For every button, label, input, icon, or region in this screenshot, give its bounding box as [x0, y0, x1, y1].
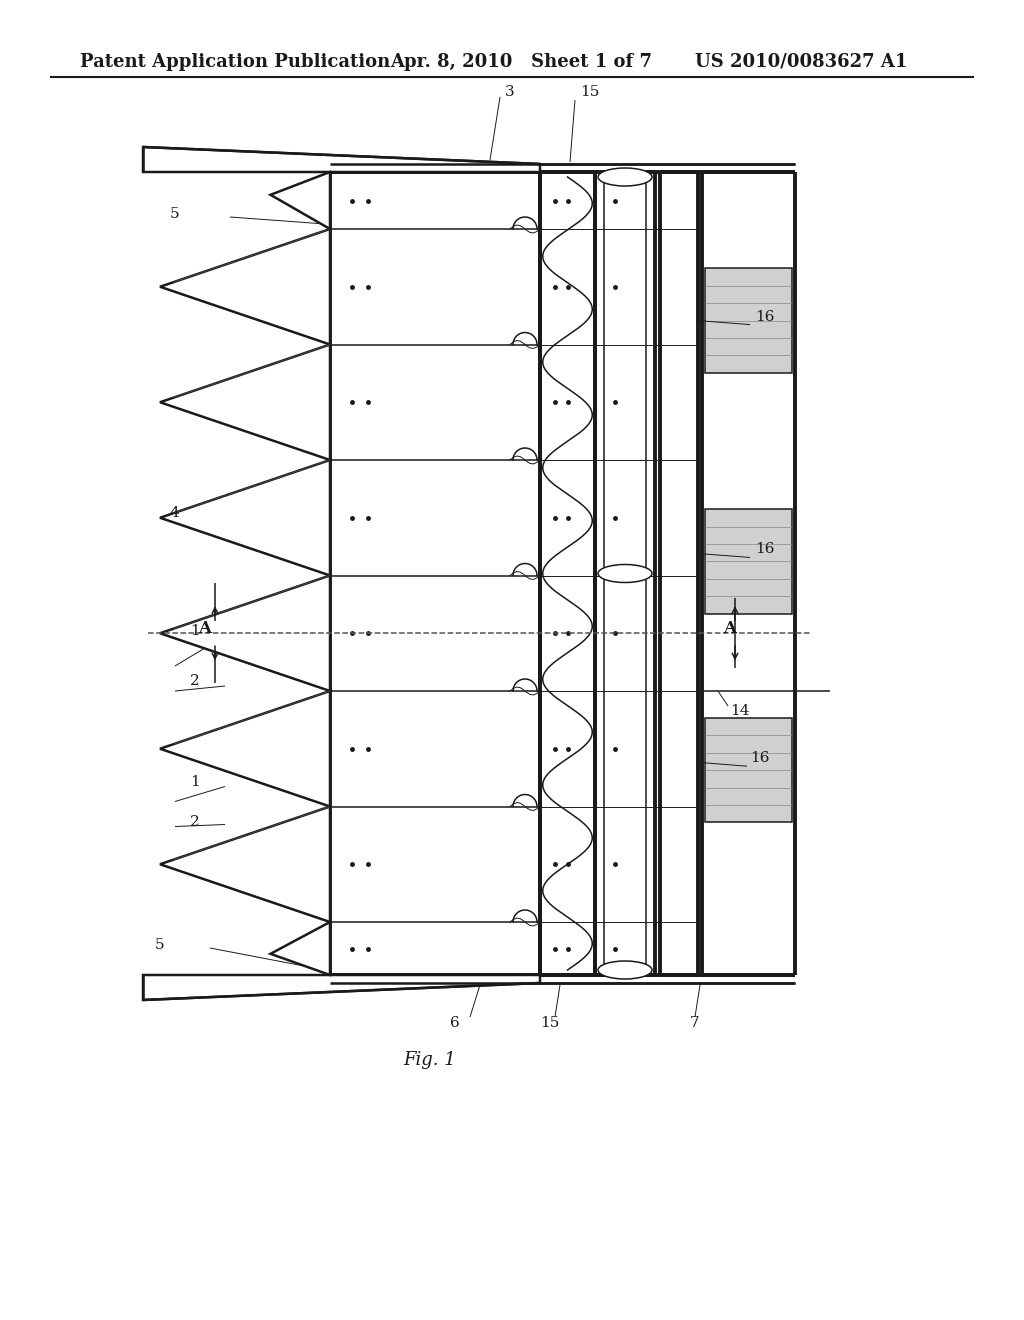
Text: 15: 15	[540, 1016, 559, 1030]
Text: Fig. 1: Fig. 1	[403, 1051, 457, 1069]
Polygon shape	[160, 459, 330, 576]
Polygon shape	[270, 172, 330, 228]
Text: 2: 2	[190, 675, 200, 688]
Text: 15: 15	[580, 84, 599, 99]
Polygon shape	[160, 228, 330, 345]
Text: 5: 5	[170, 207, 179, 220]
Text: 1: 1	[190, 775, 200, 788]
Text: 3: 3	[505, 84, 515, 99]
Polygon shape	[160, 345, 330, 459]
Text: 1: 1	[190, 624, 200, 638]
Text: A: A	[724, 620, 736, 636]
Text: 16: 16	[755, 309, 774, 323]
Polygon shape	[160, 576, 330, 690]
Text: 6: 6	[450, 1016, 460, 1030]
Ellipse shape	[598, 961, 652, 979]
Text: 16: 16	[755, 543, 774, 557]
Polygon shape	[143, 147, 540, 172]
Bar	[705, 510, 792, 614]
Polygon shape	[160, 690, 330, 807]
Polygon shape	[270, 921, 330, 975]
Text: A: A	[199, 620, 212, 636]
Text: 4: 4	[170, 506, 180, 520]
Text: 5: 5	[155, 939, 165, 952]
Text: 7: 7	[690, 1016, 699, 1030]
Text: 16: 16	[750, 751, 769, 766]
Text: Apr. 8, 2010   Sheet 1 of 7: Apr. 8, 2010 Sheet 1 of 7	[390, 53, 652, 71]
Bar	[705, 268, 792, 372]
Ellipse shape	[598, 168, 652, 186]
Text: US 2010/0083627 A1: US 2010/0083627 A1	[695, 53, 907, 71]
Bar	[705, 718, 792, 822]
Polygon shape	[143, 975, 540, 1001]
Ellipse shape	[598, 565, 652, 582]
Polygon shape	[160, 807, 330, 921]
Text: 2: 2	[190, 814, 200, 829]
Text: 14: 14	[730, 704, 750, 718]
Text: Patent Application Publication: Patent Application Publication	[80, 53, 390, 71]
